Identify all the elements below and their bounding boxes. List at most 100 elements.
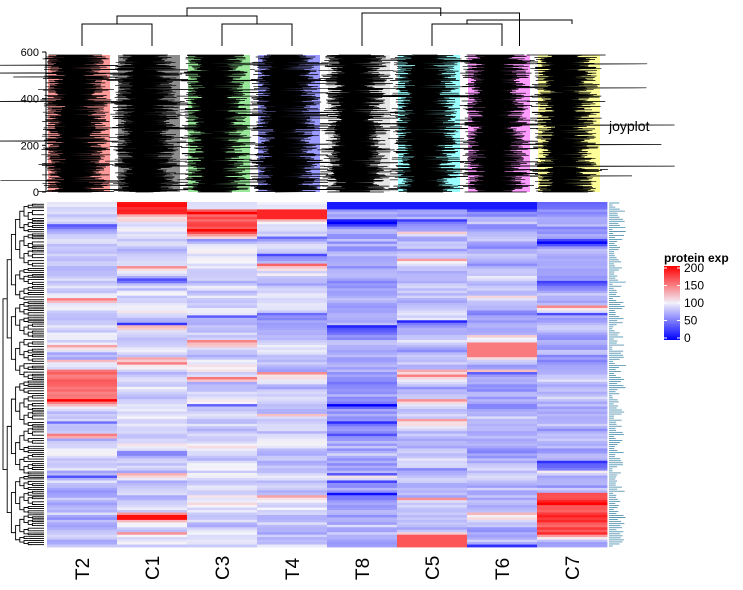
heatmap-cell [47, 510, 118, 513]
heatmap-cell [117, 418, 188, 422]
heatmap-cell [327, 544, 398, 548]
heatmap-cell [187, 418, 258, 422]
row-dendro-branch [31, 431, 37, 436]
row-dendro-branch [31, 209, 37, 216]
heatmap-cell [537, 280, 608, 284]
heatmap-cell [117, 266, 188, 269]
heatmap-cell [397, 317, 468, 321]
column-dendrogram [81, 7, 573, 46]
heatmap-cell [537, 369, 608, 373]
heatmap-cell [187, 413, 258, 417]
heatmap-cell [187, 514, 258, 518]
joyplot-axis-label: 200 [21, 140, 39, 152]
heatmap-cell [187, 433, 258, 437]
row-dendro-branch [19, 290, 24, 299]
heatmap-cell [327, 480, 398, 484]
row-dendro-branch [19, 458, 24, 471]
heatmap-cell [397, 320, 468, 324]
heatmap-cell [397, 271, 468, 274]
row-dendro-branch [27, 520, 33, 525]
row-dendro-branch [31, 407, 37, 411]
heatmap-cell [327, 231, 398, 235]
row-dendro-branch [31, 454, 37, 458]
heatmap-cell [467, 404, 538, 407]
color-legend: protein exp 200 150 100 50 0 [664, 251, 729, 345]
heatmap-cell [257, 376, 328, 380]
heatmap-cell [187, 359, 258, 363]
heatmap-cell [187, 448, 258, 452]
heatmap-cell [467, 221, 538, 225]
heatmap-cell [257, 241, 328, 245]
heatmap-cell [467, 251, 538, 255]
row-dendro-branch [23, 398, 29, 408]
heatmap-cell [117, 229, 188, 232]
heatmap-cell [47, 369, 118, 373]
heatmap-cell [257, 280, 328, 284]
heatmap-cell [187, 463, 258, 467]
heatmap-cell [467, 438, 538, 442]
row-dendro-branch [27, 274, 33, 278]
heatmap-cell [327, 384, 398, 388]
row-dendro-branch [23, 529, 29, 535]
heatmap-cell [117, 357, 188, 361]
heatmap-cell [47, 443, 118, 447]
heatmap-cell [187, 426, 258, 430]
heatmap-cell [47, 320, 118, 324]
heatmap-cell [327, 524, 398, 528]
heatmap-cell [187, 522, 258, 526]
heatmap-cell [537, 303, 608, 306]
row-dendro-branch [31, 253, 37, 259]
row-dendro-branch [19, 319, 24, 332]
heatmap-cell [397, 463, 468, 467]
heatmap-cell [467, 495, 538, 499]
legend-title: protein exp [664, 251, 729, 265]
heatmap-cell [257, 438, 328, 442]
heatmap-cell [327, 234, 398, 237]
heatmap-cell [327, 278, 398, 282]
heatmap-cell [537, 411, 608, 415]
heatmap-cell [187, 512, 258, 516]
heatmap-cell [467, 340, 538, 343]
heatmap-cell [537, 376, 608, 380]
heatmap-cell [467, 248, 538, 252]
heatmap-cell [117, 495, 188, 499]
heatmap-cell [397, 396, 468, 400]
heatmap-cell [257, 256, 328, 260]
heatmap-cell [467, 468, 538, 471]
heatmap-cell [47, 539, 118, 543]
heatmap-cell [47, 524, 118, 528]
heatmap-cell [257, 349, 328, 353]
heatmap-cell [257, 421, 328, 425]
row-dendro-branch [23, 381, 29, 387]
row-dendro-branch [31, 281, 37, 285]
row-dendro-branch [27, 428, 33, 434]
heatmap-cell [327, 448, 398, 452]
heatmap-cell [187, 473, 258, 476]
heatmap-cell [187, 263, 258, 267]
heatmap-cell [257, 307, 328, 311]
heatmap-cell [257, 246, 328, 250]
heatmap-cell [187, 438, 258, 442]
heatmap-cell [327, 256, 398, 260]
heatmap-cell [537, 502, 608, 506]
heatmap-cell [47, 507, 118, 511]
col-dendro-branch [361, 12, 520, 46]
heatmap-cell [467, 458, 538, 462]
heatmap-cell [397, 216, 468, 220]
heatmap-cell [537, 322, 608, 326]
heatmap-cell [537, 234, 608, 237]
heatmap-cell [397, 298, 468, 301]
row-dendro-branch [27, 366, 33, 371]
heatmap-cell [327, 312, 398, 316]
heatmap-cell [117, 544, 188, 548]
heatmap-cell [117, 204, 188, 208]
heatmap-cell [257, 453, 328, 457]
heatmap-cell [467, 510, 538, 513]
heatmap-cell [117, 372, 188, 375]
heatmap-cell [467, 234, 538, 237]
heatmap-cell [187, 209, 258, 213]
heatmap-cell [187, 495, 258, 499]
heatmap-cell [327, 347, 398, 351]
heatmap-cell [397, 502, 468, 506]
heatmap-cell [187, 251, 258, 255]
